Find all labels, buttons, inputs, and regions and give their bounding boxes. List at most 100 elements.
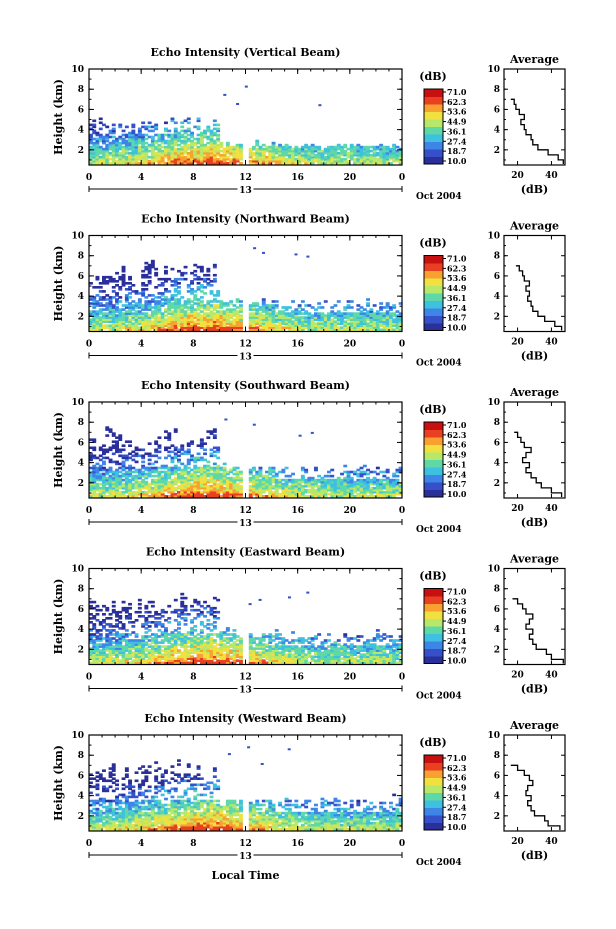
echo-cell bbox=[92, 147, 97, 151]
echo-cell bbox=[137, 157, 142, 161]
echo-cell bbox=[212, 157, 217, 161]
echo-cell bbox=[190, 458, 194, 462]
echo-cell bbox=[307, 162, 312, 165]
echo-cell bbox=[359, 478, 364, 482]
echo-cell bbox=[327, 324, 331, 327]
echo-cell bbox=[183, 653, 188, 656]
echo-cell bbox=[239, 157, 243, 161]
echo-cell bbox=[372, 318, 377, 321]
echo-cell bbox=[150, 486, 155, 490]
echo-cell bbox=[356, 324, 361, 327]
echo-cell bbox=[183, 271, 188, 275]
echo-cell bbox=[89, 617, 93, 620]
echo-cell bbox=[131, 476, 136, 480]
echo-cell bbox=[102, 645, 106, 648]
echo-cell bbox=[124, 314, 129, 317]
echo-cell bbox=[219, 657, 224, 660]
echo-cell bbox=[265, 474, 269, 478]
echo-cell bbox=[206, 495, 211, 498]
echo-cell bbox=[199, 466, 204, 470]
echo-cell bbox=[154, 482, 159, 486]
echo-cell bbox=[359, 157, 364, 161]
echo-cell bbox=[385, 486, 390, 490]
echo-cell bbox=[239, 316, 243, 319]
echo-cell bbox=[346, 472, 351, 476]
echo-cell bbox=[330, 324, 335, 327]
echo-cell bbox=[300, 149, 305, 153]
echo-cell bbox=[216, 312, 221, 315]
echo-cell bbox=[284, 306, 289, 309]
echo-cell bbox=[121, 157, 126, 161]
echo-cell bbox=[362, 159, 367, 163]
echo-cell bbox=[395, 314, 400, 317]
echo-cell bbox=[307, 316, 312, 319]
echo-cell bbox=[307, 153, 312, 157]
echo-cell bbox=[157, 480, 162, 484]
echo-cell bbox=[183, 316, 188, 319]
echo-cell bbox=[147, 653, 152, 656]
x-tick-label: 4 bbox=[138, 340, 144, 350]
echo-cell bbox=[219, 153, 224, 157]
echo-cell bbox=[375, 318, 380, 321]
y-tick-label: 8 bbox=[78, 252, 84, 262]
echo-cell bbox=[219, 316, 224, 319]
echo-cell bbox=[131, 322, 136, 325]
echo-cell bbox=[167, 637, 172, 640]
echo-cell bbox=[157, 151, 162, 155]
echo-cell bbox=[255, 139, 260, 143]
echo-cell bbox=[137, 312, 142, 315]
echo-cell bbox=[98, 151, 103, 155]
day-label-bg bbox=[237, 184, 254, 194]
echo-cell bbox=[193, 490, 198, 494]
echo-cell bbox=[372, 470, 377, 474]
echo-cell bbox=[392, 486, 397, 490]
echo-cell bbox=[164, 653, 168, 656]
echo-cell bbox=[359, 162, 364, 165]
echo-cell bbox=[190, 454, 194, 458]
echo-cell bbox=[225, 647, 230, 650]
echo-cell bbox=[294, 490, 299, 494]
echo-cell bbox=[320, 490, 325, 494]
echo-cell bbox=[216, 649, 221, 652]
echo-cell bbox=[183, 159, 188, 163]
echo-cell bbox=[291, 480, 295, 484]
echo-cell bbox=[92, 320, 97, 323]
echo-cell bbox=[225, 645, 230, 648]
echo-cell bbox=[190, 647, 194, 650]
echo-cell bbox=[137, 653, 142, 656]
echo-cell bbox=[340, 157, 344, 161]
echo-cell bbox=[157, 137, 162, 141]
echo-cell bbox=[180, 312, 185, 315]
echo-cell bbox=[268, 480, 273, 484]
echo-cell bbox=[212, 596, 217, 600]
echo-cell bbox=[190, 153, 194, 157]
echo-cell bbox=[167, 310, 172, 313]
echo-cell bbox=[261, 298, 266, 301]
echo-cell bbox=[134, 133, 139, 137]
echo-cell bbox=[349, 300, 354, 303]
echo-cell bbox=[356, 468, 361, 472]
echo-cell bbox=[141, 316, 146, 319]
echo-cell bbox=[206, 137, 211, 141]
echo-cell bbox=[297, 482, 302, 486]
echo-cell bbox=[333, 326, 338, 329]
echo-cell bbox=[274, 306, 279, 309]
echo-cell bbox=[150, 637, 155, 640]
echo-cell bbox=[349, 151, 354, 155]
echo-cell bbox=[229, 308, 234, 311]
echo-cell bbox=[235, 143, 240, 147]
echo-cell bbox=[382, 495, 387, 498]
echo-cell bbox=[147, 474, 152, 478]
echo-cell bbox=[304, 149, 309, 153]
echo-cell bbox=[180, 613, 185, 616]
echo-cell bbox=[196, 282, 201, 285]
echo-cell bbox=[317, 302, 322, 305]
colorbar-swatch bbox=[424, 482, 443, 490]
echo-cell bbox=[203, 651, 207, 654]
echo-cell bbox=[398, 153, 403, 157]
echo-cell bbox=[206, 322, 211, 325]
echo-cell bbox=[177, 659, 181, 662]
echo-cell bbox=[105, 324, 110, 327]
echo-cell bbox=[177, 448, 181, 452]
echo-cell bbox=[252, 478, 256, 482]
